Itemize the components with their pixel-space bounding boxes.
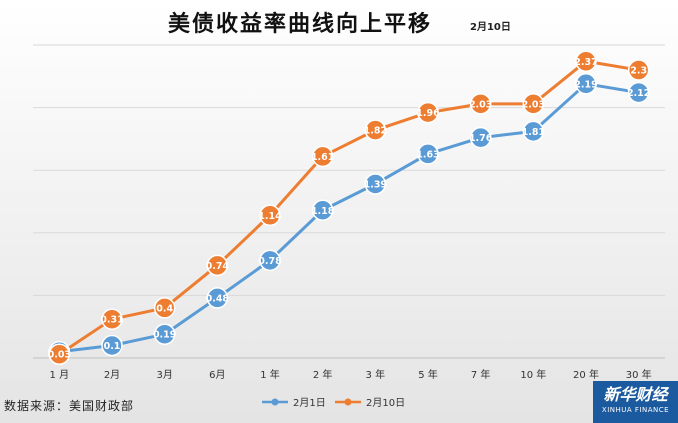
x-tick-label: 5 年 bbox=[418, 368, 438, 381]
data-label: 1.96 bbox=[416, 108, 440, 119]
data-label: 2.19 bbox=[574, 79, 597, 90]
data-point bbox=[48, 343, 71, 365]
data-label: 1.61 bbox=[311, 152, 334, 163]
data-point bbox=[522, 120, 545, 143]
data-label: 1.18 bbox=[311, 206, 335, 217]
x-tick-label: 6月 bbox=[209, 369, 225, 381]
data-label: 0.48 bbox=[206, 293, 230, 304]
data-point bbox=[101, 308, 123, 330]
data-label: 2.12 bbox=[627, 88, 650, 99]
x-tick-label: 3月 bbox=[156, 369, 172, 381]
data-point bbox=[153, 297, 176, 319]
data-point bbox=[417, 143, 439, 165]
legend-label: 2月10日 bbox=[366, 397, 405, 409]
x-tick-label: 2月 bbox=[104, 369, 120, 381]
chart-subtitle: 2月10日 bbox=[470, 22, 511, 33]
data-point bbox=[206, 287, 229, 309]
data-label: 2.3 bbox=[630, 66, 647, 77]
data-label: 0.03 bbox=[48, 350, 71, 361]
data-point bbox=[627, 59, 650, 81]
x-tick-label: 2 年 bbox=[313, 368, 333, 381]
data-label: 1.81 bbox=[522, 127, 545, 138]
data-label: 0.1 bbox=[104, 341, 121, 352]
legend-label: 2月1日 bbox=[293, 397, 326, 409]
data-point bbox=[311, 145, 334, 168]
data-point bbox=[364, 119, 387, 141]
data-point bbox=[575, 73, 597, 95]
logo-cn-text: 新华财经 bbox=[603, 385, 668, 404]
data-label: 1.76 bbox=[469, 133, 493, 144]
data-label: 0.19 bbox=[153, 330, 176, 341]
x-tick-label: 1 月 bbox=[50, 369, 70, 381]
data-point bbox=[259, 204, 281, 227]
data-label: 2.03 bbox=[522, 99, 545, 110]
data-label: 0.31 bbox=[100, 315, 123, 326]
x-tick-label: 1 年 bbox=[260, 368, 280, 381]
data-point bbox=[469, 93, 492, 115]
data-source: 数据来源：美国财政部 bbox=[4, 399, 135, 413]
x-tick-label: 10 年 bbox=[520, 368, 546, 381]
xinhua-finance-logo: 新华财经 XINHUA FINANCE bbox=[593, 381, 678, 423]
data-point bbox=[364, 173, 387, 195]
data-point bbox=[575, 50, 597, 73]
x-tick-label: 3 年 bbox=[366, 368, 386, 381]
data-point bbox=[153, 323, 176, 345]
legend-marker bbox=[344, 398, 352, 406]
data-label: 0.74 bbox=[206, 261, 230, 272]
data-point bbox=[627, 81, 650, 104]
data-label: 1.14 bbox=[258, 211, 282, 222]
data-label: 2.03 bbox=[469, 99, 492, 110]
x-tick-label: 20 年 bbox=[573, 368, 599, 381]
data-label: 0.4 bbox=[156, 303, 173, 314]
data-label: 0.78 bbox=[258, 256, 282, 267]
data-point bbox=[469, 126, 492, 149]
x-tick-label: 30 年 bbox=[626, 368, 652, 381]
x-tick-label: 7 年 bbox=[471, 368, 491, 381]
legend-marker bbox=[271, 398, 279, 406]
data-point bbox=[522, 93, 545, 115]
logo-en-text: XINHUA FINANCE bbox=[601, 406, 670, 414]
data-label: 2.37 bbox=[574, 57, 597, 68]
data-point bbox=[259, 249, 281, 272]
data-label: 1.63 bbox=[416, 149, 439, 160]
data-point bbox=[206, 254, 229, 277]
data-label: 1.82 bbox=[364, 126, 387, 137]
data-label: 1.39 bbox=[364, 179, 387, 190]
chart-title: 美债收益率曲线向上平移 bbox=[168, 11, 433, 37]
data-point bbox=[101, 334, 123, 357]
data-point bbox=[311, 199, 334, 222]
data-point bbox=[417, 101, 439, 124]
